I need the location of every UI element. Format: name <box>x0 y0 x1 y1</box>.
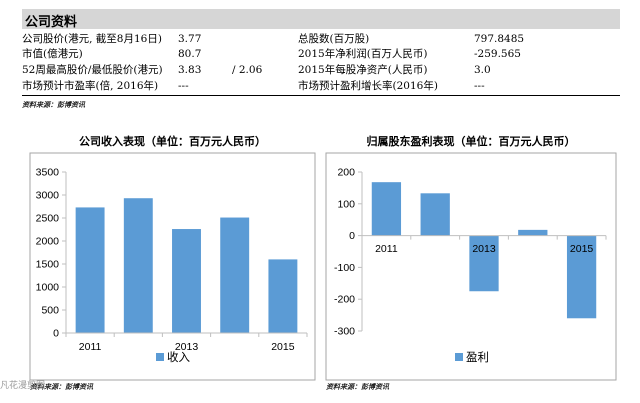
info-label-shares: 总股数(百万股) <box>298 33 370 45</box>
revenue-bar-2011 <box>75 207 105 333</box>
info-label-bvps: 2015年每股净资产(人民币) <box>298 64 428 76</box>
revenue-legend-swatch <box>156 353 164 361</box>
info-value-netprofit: -259.565 <box>474 48 521 60</box>
info-value-52w-low: / 2.06 <box>232 64 263 76</box>
revenue-y-tick-label: 2500 <box>36 213 60 225</box>
info-label-pe: 市场预计市盈率(倍, 2016年) <box>22 80 159 92</box>
watermark: 凡花漫剪图 <box>0 381 46 391</box>
info-label-price: 公司股价(港元, 截至8月16日) <box>22 33 162 45</box>
revenue-y-tick-label: 1500 <box>36 259 60 271</box>
revenue-x-tick-label-2013: 2013 <box>175 341 199 353</box>
left-chart-title: 公司收入表现（单位：百万元人民币） <box>79 135 266 148</box>
revenue-y-tick-label: 1000 <box>36 282 60 294</box>
revenue-legend-label: 收入 <box>167 350 190 364</box>
info-divider <box>22 95 620 96</box>
revenue-bar-2014 <box>220 217 250 333</box>
profit-source: 资料来源：彭博资讯 <box>326 383 389 391</box>
right-chart-title: 归属股东盈利表现（单位：百万元人民币） <box>366 135 576 148</box>
info-label-netprofit: 2015年净利润(百万人民币) <box>298 48 428 60</box>
revenue-y-tick-label: 0 <box>53 328 59 340</box>
info-title: 公司资料 <box>25 15 78 30</box>
info-header: 公司资料 <box>22 9 620 30</box>
revenue-x-tick-label-2015: 2015 <box>271 341 295 353</box>
info-value-mktcap: 80.7 <box>178 48 202 60</box>
info-value-52w-high: 3.83 <box>178 64 202 76</box>
revenue-bar-2012 <box>123 198 153 333</box>
info-value-shares: 797.8485 <box>474 33 525 45</box>
revenue-y-tick-label: 3000 <box>36 190 60 202</box>
info-value-growth: --- <box>474 80 485 92</box>
info-label-52w: 52周最高股价/最低股价(港元) <box>22 64 163 76</box>
info-label-growth: 市场预计盈利增长率(2016年) <box>298 80 438 92</box>
info-value-bvps: 3.0 <box>474 64 491 76</box>
info-source: 资料来源：彭博资讯 <box>22 101 85 109</box>
revenue-x-tick-label-2011: 2011 <box>79 341 102 353</box>
revenue-bar-2013 <box>172 229 201 333</box>
info-value-pe: --- <box>178 80 189 92</box>
revenue-y-tick-label: 3500 <box>36 167 60 179</box>
revenue-y-tick-label: 2000 <box>36 236 60 248</box>
revenue-source: 资料来源：彭博资讯 <box>30 383 93 391</box>
revenue-chart-border <box>29 152 316 381</box>
revenue-y-tick-label: 500 <box>41 305 59 317</box>
info-value-price: 3.77 <box>178 33 202 45</box>
revenue-bar-2015 <box>268 259 298 333</box>
info-label-mktcap: 市值(億港元) <box>22 48 83 60</box>
